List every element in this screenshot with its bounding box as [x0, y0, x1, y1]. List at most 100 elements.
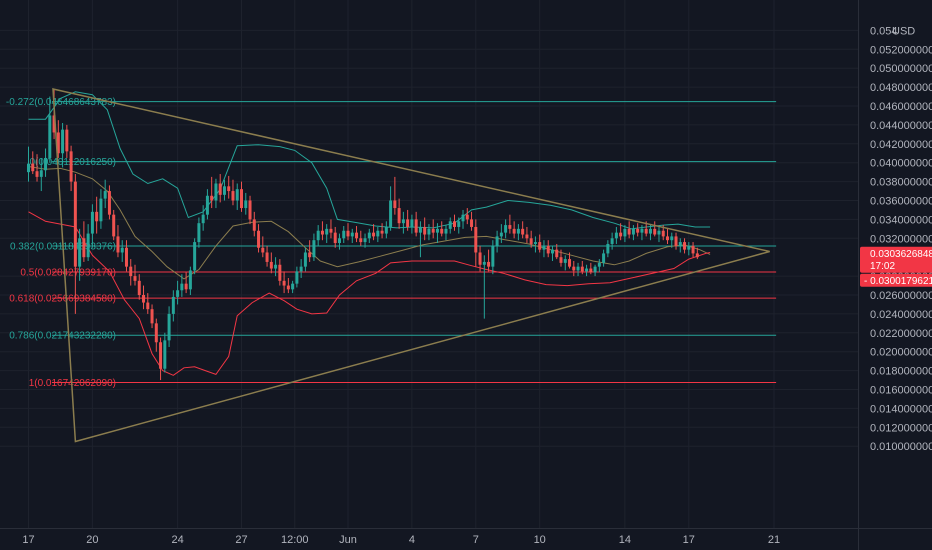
candle — [163, 332, 167, 373]
candle — [65, 124, 69, 158]
candle — [414, 211, 418, 237]
candle — [99, 189, 103, 229]
candle — [167, 306, 171, 347]
candle — [188, 266, 192, 295]
candle-body — [559, 257, 563, 263]
candle — [610, 232, 614, 250]
candle-body — [180, 283, 184, 291]
candle-body — [504, 225, 508, 233]
candle — [427, 224, 431, 241]
candle-body — [222, 186, 226, 195]
candle-body — [248, 200, 252, 220]
time-tick-label: 20 — [86, 534, 98, 546]
candle — [159, 337, 163, 381]
price-tick-label: 0.040000000000 — [870, 158, 932, 170]
price-tick-label: 0.010000000000 — [870, 441, 932, 453]
candle-body — [521, 228, 525, 235]
candle-body — [39, 170, 43, 177]
candle-body — [95, 211, 99, 222]
candle — [491, 240, 495, 275]
last-price-label: 0.030362684890 — [870, 249, 932, 260]
candle-body — [491, 245, 495, 267]
candle — [337, 233, 341, 250]
price-tick-label: 0.018000000000 — [870, 366, 932, 378]
candle-body — [240, 189, 243, 209]
candle-body — [414, 219, 418, 233]
candle-body — [674, 236, 678, 246]
candle-body — [453, 221, 456, 227]
candle — [614, 226, 618, 244]
candle-body — [193, 242, 197, 271]
candle-body — [602, 253, 606, 263]
grid-lines — [0, 0, 858, 528]
candle-body — [286, 285, 290, 290]
time-axis: 17 20 24 27 12:00 Jun 4 7 10 14 17 21 — [22, 534, 780, 546]
time-tick-label: 27 — [235, 534, 247, 546]
candle — [499, 224, 503, 244]
candle-body — [516, 228, 520, 234]
candle — [410, 214, 414, 234]
candle-body — [568, 259, 572, 267]
candle-body — [355, 232, 359, 239]
candle-body — [218, 183, 222, 195]
candle — [487, 249, 491, 272]
candle-body — [508, 225, 512, 229]
candle-body — [214, 183, 218, 201]
candle — [137, 274, 141, 300]
candle-body — [82, 238, 86, 258]
candle — [342, 226, 346, 244]
fib-level-label: 0.786(0.021743232280) — [9, 331, 116, 342]
candle — [470, 211, 474, 231]
candle — [150, 304, 154, 329]
candle — [312, 233, 316, 261]
candle-body — [269, 261, 273, 269]
lower-band-line — [28, 211, 711, 376]
candle — [48, 96, 52, 163]
candle-body — [163, 340, 167, 369]
candle — [286, 277, 290, 294]
candle — [602, 249, 606, 267]
time-tick-label: 7 — [473, 534, 479, 546]
candle-body — [495, 236, 499, 246]
candle-body — [380, 230, 384, 234]
candle-body — [167, 313, 171, 341]
candle — [210, 176, 214, 209]
candle — [418, 221, 422, 258]
candle-body — [316, 230, 320, 241]
candle — [529, 230, 533, 248]
candle — [171, 290, 175, 322]
candle — [636, 223, 640, 237]
candle — [495, 230, 499, 253]
candle — [367, 228, 371, 244]
candle — [69, 145, 73, 192]
candle — [435, 223, 439, 244]
fib-level-label: 0(0.040112016250) — [29, 157, 116, 168]
candle-body — [687, 245, 691, 250]
candle — [393, 176, 397, 215]
candle-body — [529, 238, 533, 244]
candle — [197, 217, 201, 248]
price-tick-label: 0.012000000000 — [870, 422, 932, 434]
candle-body — [683, 242, 687, 250]
price-tick-label: 0.044000000000 — [870, 120, 932, 132]
candle-body — [482, 261, 486, 265]
fib-level-label: 0.5(0.028427939170) — [20, 268, 116, 279]
candle-body — [440, 228, 444, 234]
candle — [346, 223, 350, 241]
candle — [627, 221, 631, 239]
time-tick-label: 12:00 — [281, 534, 309, 546]
candle-body — [205, 195, 209, 215]
candle — [478, 245, 482, 272]
candle — [461, 209, 465, 229]
candle-body — [112, 214, 116, 237]
candle-body — [372, 232, 376, 237]
candle-body — [107, 191, 111, 215]
candle-body — [606, 243, 610, 254]
candle-body — [35, 171, 39, 177]
candle — [39, 157, 43, 192]
candle — [120, 240, 124, 262]
candle-body — [487, 261, 491, 267]
candle-body — [252, 219, 256, 231]
candle — [291, 280, 295, 294]
candle — [116, 225, 120, 258]
